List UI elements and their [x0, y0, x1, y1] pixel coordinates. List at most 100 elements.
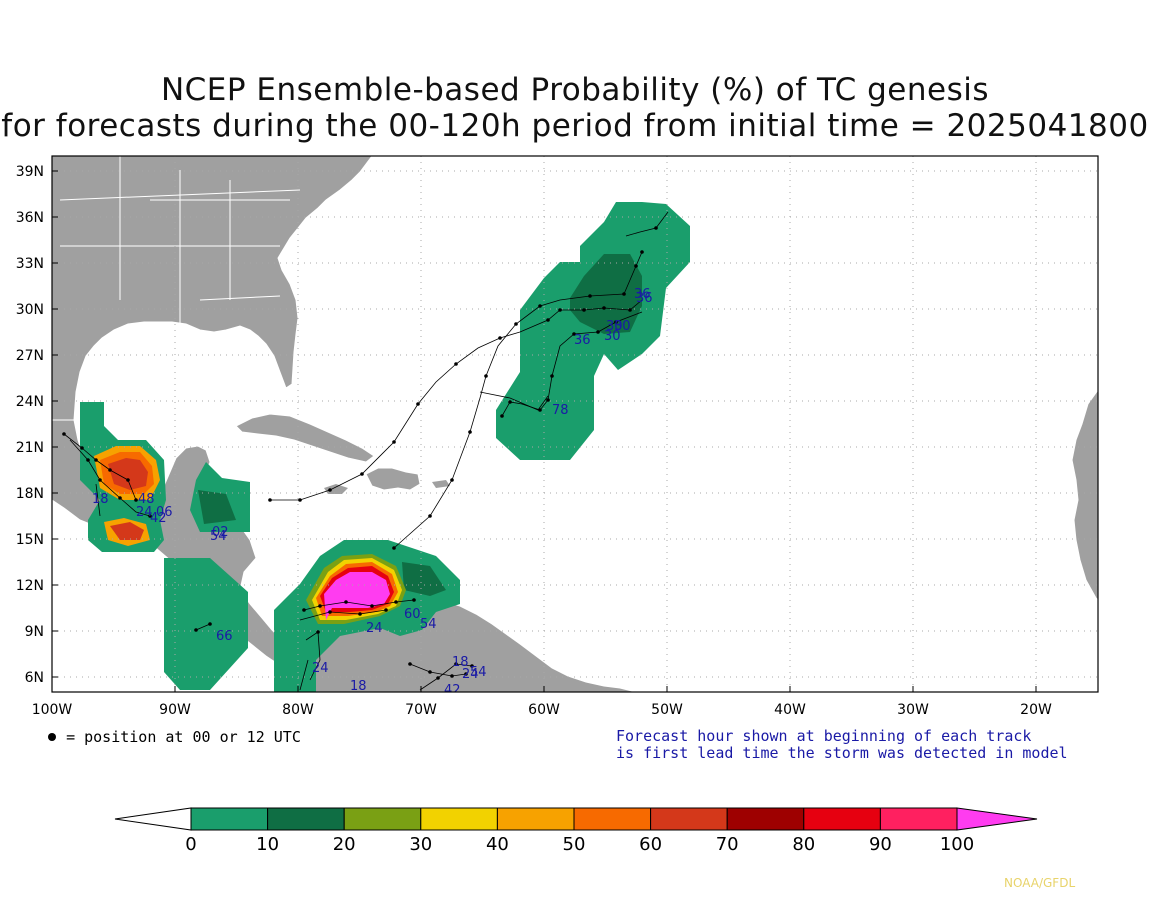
colorbar-segment: [573, 807, 652, 831]
track-dot: [572, 332, 576, 336]
track-dot: [86, 458, 90, 462]
track-dot: [394, 600, 398, 604]
colorbar-segment: [420, 807, 498, 831]
colorbar-segment: [726, 807, 805, 831]
track-dot: [62, 432, 66, 436]
forecast-hour-note: Forecast hour shown at beginning of each…: [616, 728, 1068, 762]
track-hour-label: 42: [150, 511, 167, 526]
map-grid: [52, 156, 1098, 692]
track-dot: [546, 398, 550, 402]
prob-area-central-atlantic: [496, 202, 690, 460]
lon-tick-label: 50W: [651, 702, 683, 718]
track-dot: [392, 546, 396, 550]
track-dot: [558, 308, 562, 312]
track-hour-label: 24: [136, 505, 153, 520]
dot-legend-text: = position at 00 or 12 UTC: [66, 728, 301, 746]
track-dot: [622, 292, 626, 296]
track-dot: [514, 322, 518, 326]
track-dot: [316, 630, 320, 634]
track-hour-label: 42: [444, 683, 461, 698]
colorbar-segment: [650, 807, 728, 831]
lat-tick-label: 33N: [16, 256, 44, 272]
track-dot: [436, 676, 440, 680]
colorbar-label: 90: [869, 834, 892, 855]
lat-tick-label: 6N: [25, 670, 44, 686]
map-frame: [51, 155, 1099, 693]
lat-tick-label: 21N: [16, 440, 44, 456]
track-hour-label: 48: [138, 492, 155, 507]
track-dot: [134, 498, 138, 502]
track-dot: [94, 458, 98, 462]
track-hour-label: 30: [604, 329, 621, 344]
track-dot: [538, 408, 542, 412]
track-hour-label: 18: [350, 679, 367, 694]
track-dot: [416, 402, 420, 406]
track-dot: [358, 612, 362, 616]
track-dot: [588, 294, 592, 298]
colorbar-segment: [190, 807, 269, 831]
colorbar-label: 30: [409, 834, 432, 855]
colorbar-segment: [803, 807, 881, 831]
lat-tick-label: 39N: [16, 164, 44, 180]
track-dot: [550, 374, 554, 378]
track-dot: [80, 446, 84, 450]
track-dot: [634, 264, 638, 268]
colorbar-segment: [343, 807, 422, 831]
track-dot: [392, 440, 396, 444]
latitude-axis: 39N 36N 33N 30N 27N 24N 21N 18N 15N 12N 9N 6N: [16, 164, 58, 686]
track-dot: [508, 400, 512, 404]
colorbar-segment: [267, 807, 345, 831]
track-hour-label: 36: [574, 333, 591, 348]
colorbar-label: 60: [639, 834, 662, 855]
track-hour-label: 60: [404, 607, 421, 622]
track-hour-label: 30: [606, 319, 623, 334]
track-dot: [328, 488, 332, 492]
track-dot: [470, 664, 474, 668]
state-borders: [59, 156, 301, 330]
track-hour-label: 78: [552, 403, 569, 418]
track-dot: [484, 374, 488, 378]
forecast-hour-note-line2: is first lead time the storm was detecte…: [616, 744, 1068, 762]
track-dot: [408, 662, 412, 666]
lon-tick-label: 80W: [282, 702, 314, 718]
track-hour-label: 02: [212, 525, 229, 540]
track-dot: [654, 226, 658, 230]
track-hour-label: 24: [462, 667, 479, 682]
track-dot: [302, 608, 306, 612]
track-position-dots: [62, 226, 658, 680]
track-dot: [602, 306, 606, 310]
land-puerto-rico: [432, 480, 450, 488]
track-hour-label: 36: [634, 287, 651, 302]
track-dot: [428, 514, 432, 518]
storm-tracks: [63, 211, 669, 691]
track-dot: [148, 514, 152, 518]
prob-area-belize: [190, 462, 250, 532]
track-hour-label: 18: [92, 492, 109, 507]
track-dot: [546, 318, 550, 322]
track-dot: [498, 336, 502, 340]
track-dot: [596, 330, 600, 334]
track-dot: [328, 610, 332, 614]
colorbar-label: 100: [940, 834, 974, 855]
colorbar-label: 80: [792, 834, 815, 855]
colorbar-segment: [496, 807, 575, 831]
track-dot: [412, 598, 416, 602]
lon-tick-label: 30W: [897, 702, 929, 718]
track-dot: [640, 250, 644, 254]
track-hour-label: 24: [312, 661, 329, 676]
track-hour-label: 06: [156, 505, 173, 520]
lon-tick-label: 100W: [32, 702, 73, 718]
track-dot: [318, 604, 322, 608]
track-dot: [268, 498, 272, 502]
forecast-hour-note-line1: Forecast hour shown at beginning of each…: [616, 727, 1032, 745]
track-hour-label: 66: [216, 629, 233, 644]
track-hour-label: 54: [210, 529, 227, 544]
track-hour-label: 54: [470, 665, 487, 680]
track-dot: [628, 308, 632, 312]
lat-tick-label: 36N: [16, 210, 44, 226]
track-dot: [98, 478, 102, 482]
colorbar-label: 0: [185, 834, 196, 855]
